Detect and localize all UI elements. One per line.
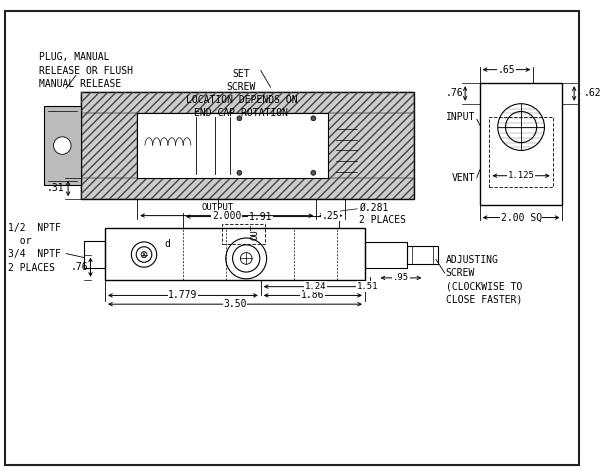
Text: 1.779: 1.779 bbox=[168, 290, 197, 300]
Circle shape bbox=[311, 116, 316, 121]
Circle shape bbox=[237, 170, 242, 175]
Bar bbox=[328, 113, 413, 178]
Bar bbox=[81, 178, 413, 199]
Text: 3.50: 3.50 bbox=[223, 299, 247, 309]
Text: 1.24: 1.24 bbox=[305, 282, 326, 291]
Text: OUTPUT: OUTPUT bbox=[202, 203, 234, 212]
Text: d: d bbox=[164, 239, 170, 249]
Circle shape bbox=[311, 170, 316, 175]
Bar bbox=[83, 241, 105, 268]
Text: .31: .31 bbox=[47, 183, 64, 193]
Text: VENT: VENT bbox=[451, 173, 475, 183]
Circle shape bbox=[53, 137, 71, 154]
Text: SET
SCREW
LOCATION DEPENDS ON
END CAP ROTATION: SET SCREW LOCATION DEPENDS ON END CAP RO… bbox=[185, 69, 297, 118]
Text: 1.86: 1.86 bbox=[301, 290, 325, 300]
Text: 1.91: 1.91 bbox=[249, 212, 272, 222]
Bar bbox=[222, 224, 265, 244]
Text: 1.125: 1.125 bbox=[508, 171, 535, 180]
Text: ADJUSTING
SCREW
(CLOCKWISE TO
CLOSE FASTER): ADJUSTING SCREW (CLOCKWISE TO CLOSE FAST… bbox=[446, 255, 522, 305]
Bar bbox=[81, 92, 413, 199]
Text: .65: .65 bbox=[497, 65, 515, 75]
Text: 2.00 SQ: 2.00 SQ bbox=[500, 213, 542, 223]
Text: 1/2  NPTF
  or
3/4  NPTF
2 PLACES: 1/2 NPTF or 3/4 NPTF 2 PLACES bbox=[8, 223, 61, 273]
Bar bbox=[407, 246, 438, 264]
Bar bbox=[365, 242, 407, 268]
Text: 1.51: 1.51 bbox=[356, 282, 378, 291]
Bar bbox=[44, 106, 81, 186]
Text: Ø.281
2 PLACES: Ø.281 2 PLACES bbox=[359, 202, 406, 225]
Text: .76: .76 bbox=[71, 262, 89, 272]
Bar bbox=[81, 113, 137, 178]
Text: PLUG, MANUAL
RELEASE OR FLUSH
MANUAL RELEASE: PLUG, MANUAL RELEASE OR FLUSH MANUAL REL… bbox=[39, 52, 133, 89]
Text: .95: .95 bbox=[393, 273, 409, 282]
Text: OUT: OUT bbox=[250, 224, 259, 240]
Text: .76: .76 bbox=[446, 89, 463, 99]
Bar bbox=[480, 83, 562, 205]
Text: .62: .62 bbox=[584, 89, 600, 99]
Text: INPUT: INPUT bbox=[446, 112, 475, 122]
Circle shape bbox=[237, 116, 242, 121]
Bar bbox=[137, 113, 328, 178]
Text: 2.000: 2.000 bbox=[212, 210, 241, 220]
Bar bbox=[105, 228, 365, 280]
Bar bbox=[81, 92, 413, 113]
Bar bbox=[490, 117, 553, 188]
Text: .25: .25 bbox=[322, 210, 340, 220]
